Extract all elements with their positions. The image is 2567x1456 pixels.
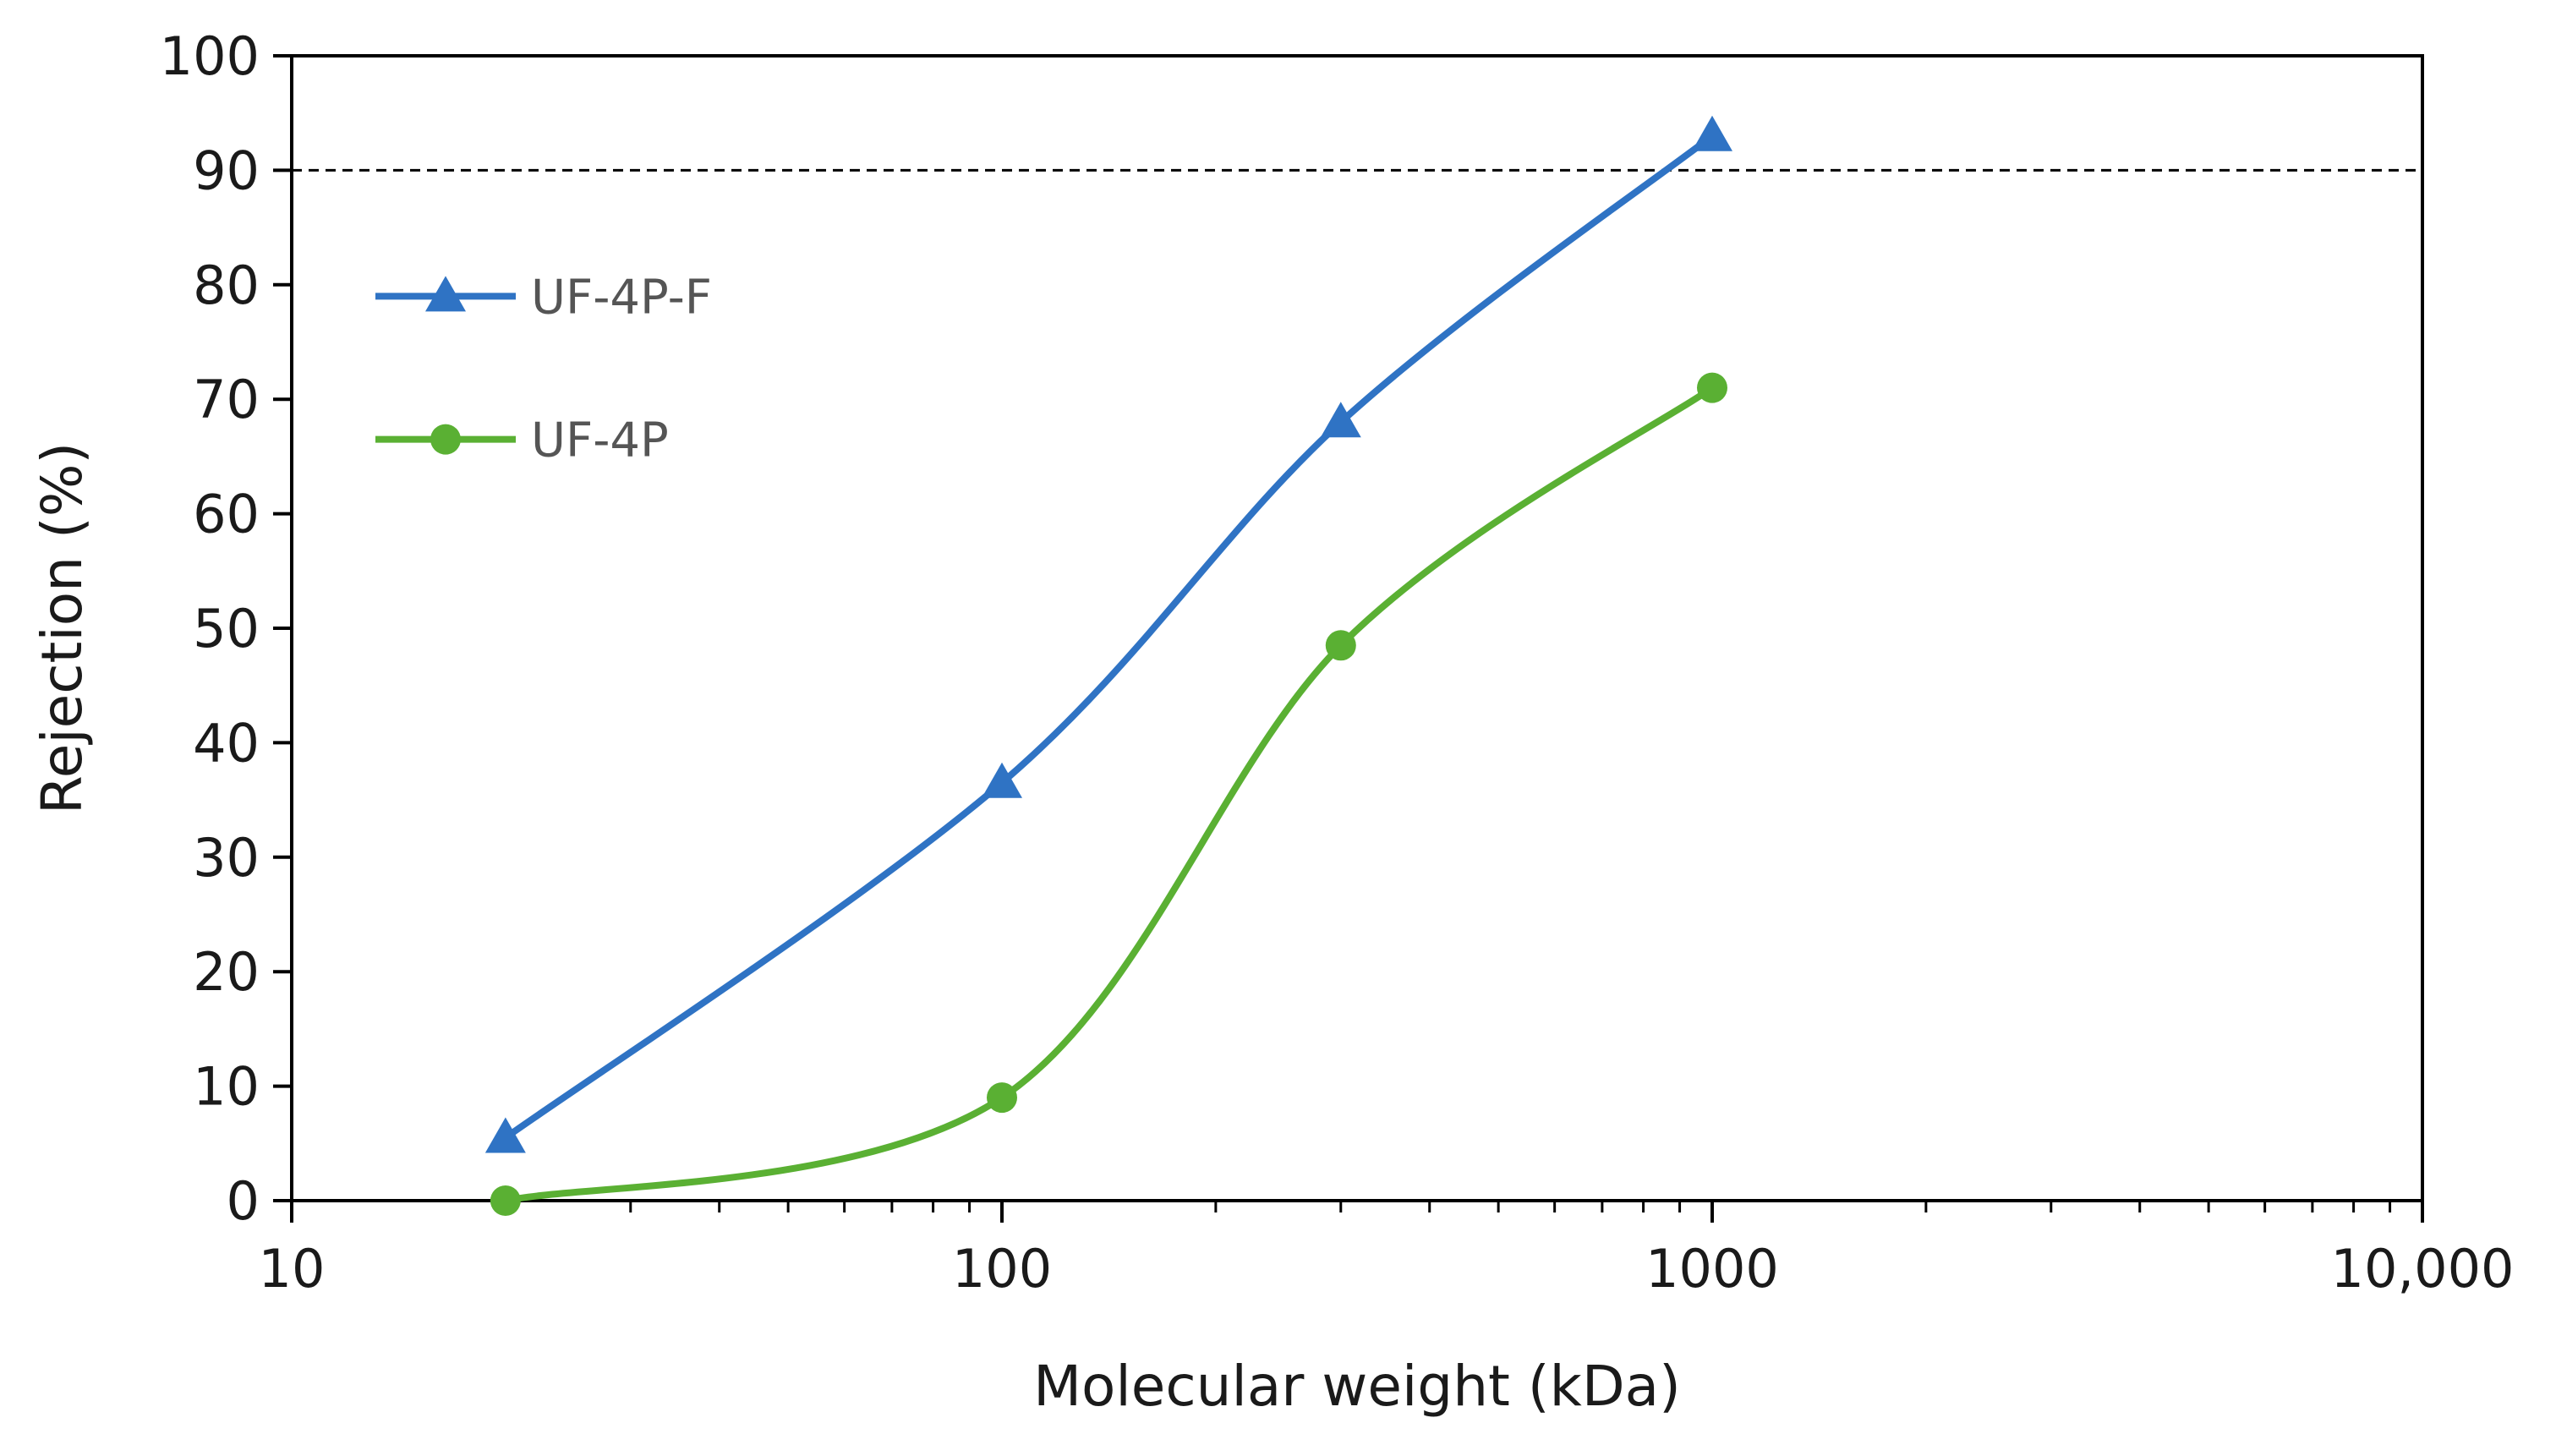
legend-marker-uf-4p bbox=[430, 424, 461, 455]
data-point-uf-4p bbox=[1697, 372, 1727, 403]
y-tick-label: 90 bbox=[193, 140, 260, 201]
y-tick-label: 50 bbox=[193, 598, 260, 660]
legend-label-uf-4p: UF-4P bbox=[531, 413, 669, 468]
series-line-uf-4p-f bbox=[501, 132, 1716, 1141]
legend-label-uf-4p-f: UF-4P-F bbox=[531, 270, 712, 325]
x-tick-label: 1000 bbox=[1645, 1238, 1779, 1300]
data-point-uf-4p-f bbox=[484, 1117, 526, 1153]
data-point-uf-4p-f bbox=[982, 762, 1022, 798]
data-point-uf-4p bbox=[1325, 630, 1356, 661]
data-point-uf-4p-f bbox=[1320, 402, 1361, 438]
legend-marker-uf-4p-f bbox=[425, 276, 466, 312]
y-tick-label: 80 bbox=[193, 255, 260, 316]
y-tick-label: 30 bbox=[193, 827, 260, 889]
legend: UF-4P-F UF-4P bbox=[375, 270, 712, 468]
y-tick-label: 60 bbox=[193, 484, 260, 545]
x-tick-label: 10,000 bbox=[2331, 1238, 2515, 1300]
x-tick-label: 100 bbox=[952, 1238, 1052, 1300]
y-tick-label: 70 bbox=[193, 369, 260, 430]
y-tick-label: 10 bbox=[193, 1056, 260, 1118]
x-tick-label: 10 bbox=[259, 1238, 326, 1300]
series-line-uf-4p bbox=[501, 384, 1716, 1204]
y-tick-label: 20 bbox=[193, 941, 260, 1003]
x-axis-title: Molecular weight (kDa) bbox=[1033, 1354, 1681, 1419]
y-tick-label: 100 bbox=[160, 25, 260, 87]
y-axis-title: Rejection (%) bbox=[30, 442, 95, 814]
data-point-uf-4p-f bbox=[1692, 115, 1732, 151]
y-tick-label: 40 bbox=[193, 712, 260, 774]
data-point-uf-4p bbox=[490, 1185, 521, 1216]
data-point-uf-4p bbox=[987, 1082, 1017, 1114]
series-layer bbox=[484, 115, 1732, 1216]
y-tick-label: 0 bbox=[227, 1170, 260, 1232]
